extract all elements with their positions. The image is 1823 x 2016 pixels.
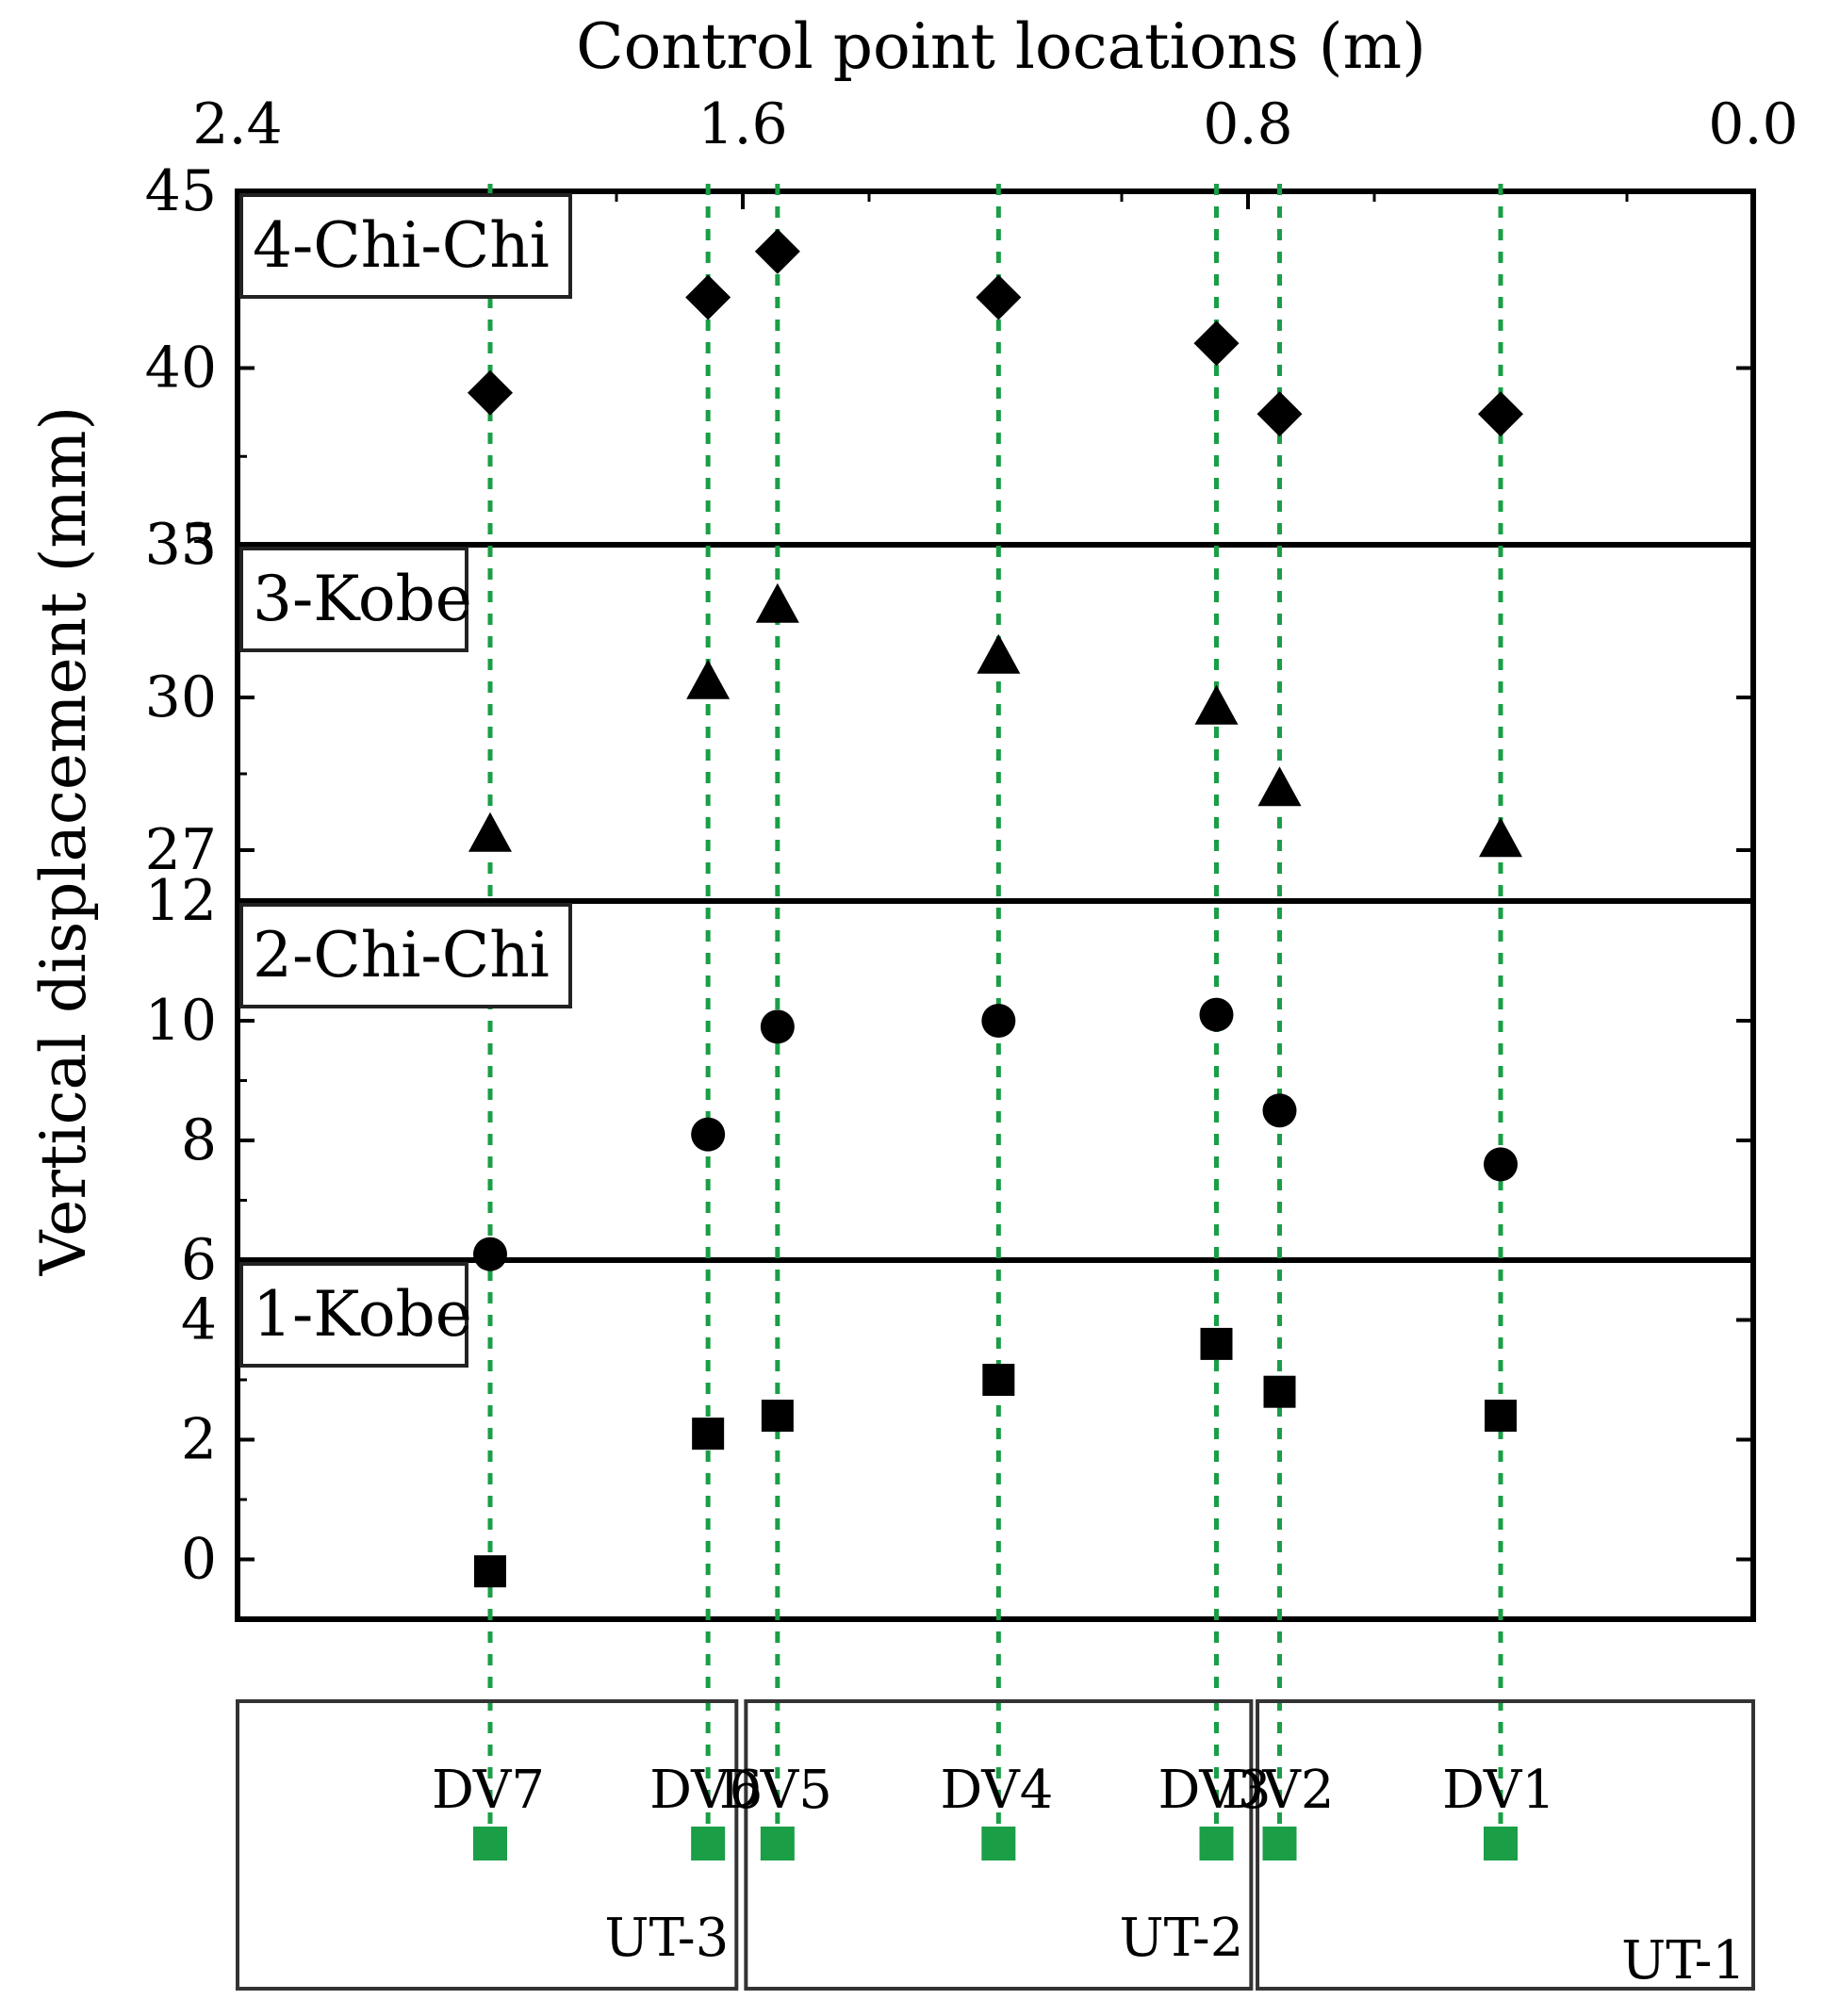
axis-ticks: [236, 189, 1755, 1562]
unit-label: UT-1: [1621, 1930, 1746, 1991]
x-axis-title: Control point locations (m): [576, 10, 1426, 83]
tick-labels: 2.4 1.6 0.8 0.0 35 40 45 27 30 33 6 8 10 12 0 2 4: [145, 91, 1798, 1593]
panel-label-box: [239, 903, 572, 1008]
panel-label-text: 3-Kobe: [253, 563, 472, 635]
y-tick-label: 35: [145, 512, 217, 578]
unit-label: UT-3: [604, 1908, 729, 1969]
y-tick-label: 4: [181, 1287, 217, 1353]
data-point-diamond: [685, 274, 731, 320]
data-point-triangle: [1257, 766, 1302, 807]
data-point-diamond: [1478, 391, 1523, 437]
data-point-circle: [1484, 1147, 1518, 1182]
unit-box: [744, 1699, 1254, 1991]
sensor-square: [760, 1827, 795, 1860]
panel-label: 4-Chi-Chi: [239, 193, 572, 299]
sensor-square: [1484, 1827, 1518, 1860]
y-tick-label: 12: [145, 868, 217, 934]
y-tick-label: 45: [145, 158, 217, 224]
y-tick-label: 10: [145, 988, 217, 1054]
sensor-label: DV2: [1222, 1760, 1335, 1821]
sensor-square: [691, 1827, 726, 1860]
data-point-square: [761, 1400, 794, 1433]
data-point-square: [1200, 1327, 1233, 1360]
y-tick-label: 6: [181, 1227, 217, 1293]
y-tick-label: 8: [181, 1107, 217, 1173]
data-point-diamond: [1256, 391, 1303, 437]
data-point-diamond: [1193, 320, 1240, 367]
data-point-triangle: [686, 659, 731, 699]
sensor-label: DV6: [649, 1760, 763, 1821]
sensor-square: [1262, 1827, 1297, 1860]
panel-label-box: [239, 193, 572, 299]
panel-labels: 4-Chi-Chi 3-Kobe 2-Chi-Chi 1-Kobe: [239, 193, 572, 1368]
x-tick-label: 0.0: [1708, 91, 1798, 157]
panel-label-box: [239, 547, 468, 652]
y-tick-label: 2: [181, 1407, 217, 1473]
y-tick-label: 30: [145, 664, 217, 730]
sensor-label: DV4: [940, 1760, 1053, 1821]
sensor-label: DV5: [719, 1760, 832, 1821]
data-point-diamond: [468, 369, 513, 416]
unit-box: [236, 1699, 739, 1991]
panel-label: 1-Kobe: [239, 1262, 472, 1368]
data-point-square: [692, 1418, 725, 1451]
unit-box: [1256, 1699, 1756, 1991]
data-point-triangle: [468, 811, 512, 852]
y-axis-title: Vertical displacement (mm): [27, 406, 100, 1277]
panel-label-text: 2-Chi-Chi: [253, 919, 550, 992]
sensor-square: [1199, 1827, 1234, 1860]
panel-label: 2-Chi-Chi: [239, 903, 572, 1008]
y-tick-label: 0: [181, 1527, 217, 1593]
data-point-triangle: [977, 633, 1021, 674]
sensor-label: DV7: [432, 1760, 545, 1821]
panel-label-box: [239, 1262, 468, 1368]
sensor-label: DV3: [1158, 1760, 1272, 1821]
unit-label: UT-2: [1119, 1908, 1243, 1969]
y-tick-label: 40: [145, 336, 217, 402]
data-point-square: [1485, 1400, 1517, 1433]
x-tick-label: 1.6: [698, 91, 787, 157]
x-tick-label: 0.8: [1203, 91, 1292, 157]
data-point-circle: [691, 1117, 726, 1152]
data-point-circle: [760, 1009, 795, 1044]
data-point-circle: [1199, 997, 1234, 1032]
data-point-triangle: [1194, 684, 1239, 725]
data-point-square: [982, 1364, 1015, 1396]
data-point-diamond: [976, 274, 1022, 320]
data-point-diamond: [754, 228, 800, 274]
x-tick-label: 2.4: [192, 91, 282, 157]
panel-label: 3-Kobe: [239, 547, 472, 652]
data-point-circle: [473, 1237, 507, 1271]
data-point-triangle: [755, 582, 799, 623]
data-point-square: [1263, 1375, 1296, 1408]
y-tick-label: 33: [145, 512, 217, 578]
data-points: [468, 228, 1523, 1588]
sensor-square: [981, 1827, 1016, 1860]
data-point-circle: [981, 1004, 1016, 1038]
y-tick-label: 27: [145, 817, 217, 883]
sensor-label: DV1: [1442, 1760, 1555, 1821]
data-point-circle: [1262, 1093, 1297, 1128]
panel-label-text: 4-Chi-Chi: [253, 209, 550, 282]
data-point-square: [474, 1555, 506, 1588]
panel-label-text: 1-Kobe: [253, 1278, 472, 1351]
sensor-square: [473, 1827, 507, 1860]
data-point-triangle: [1479, 817, 1522, 858]
